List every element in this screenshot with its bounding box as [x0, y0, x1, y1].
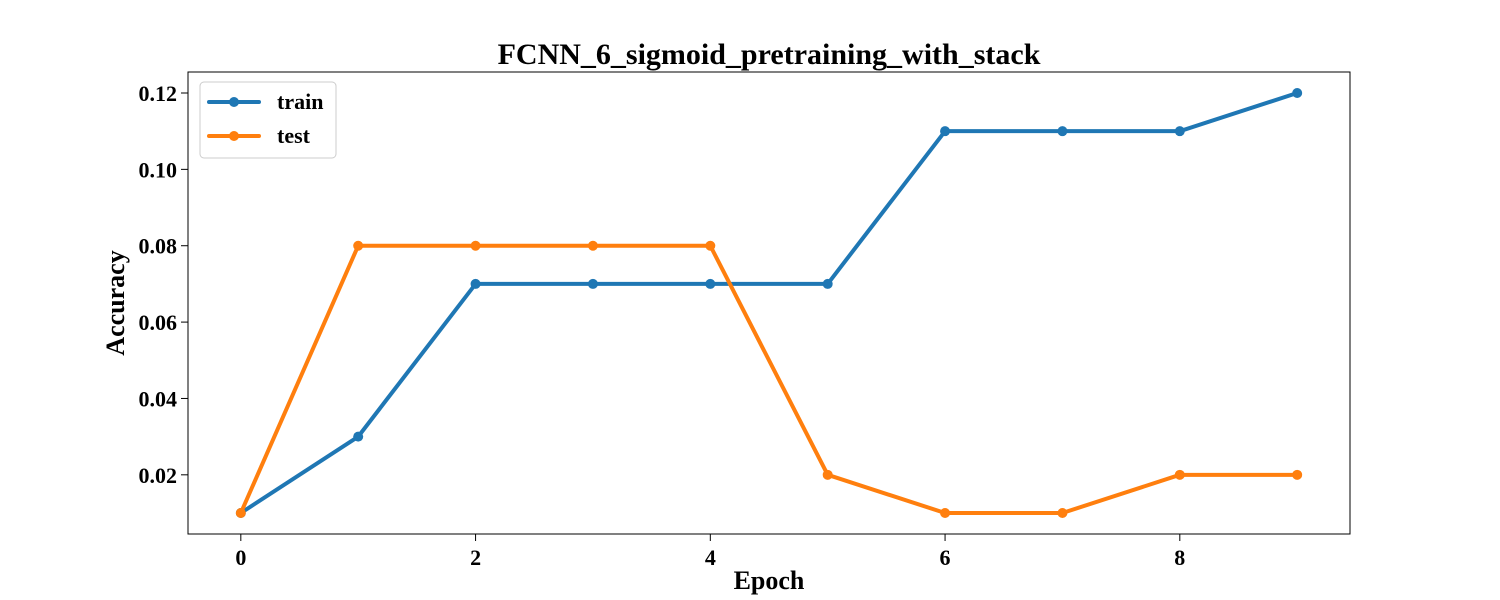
data-point-test	[1292, 469, 1303, 480]
data-point-train	[1174, 126, 1185, 137]
legend-label-test: test	[277, 123, 311, 148]
data-point-test	[822, 469, 833, 480]
legend-marker-train	[229, 97, 239, 107]
x-tick-label: 8	[1174, 545, 1185, 570]
x-tick-label: 4	[705, 545, 716, 570]
data-point-test	[587, 240, 598, 251]
x-tick-label: 6	[940, 545, 951, 570]
x-tick-label: 2	[470, 545, 481, 570]
data-point-test	[1057, 508, 1068, 518]
y-axis-label: Accuracy	[101, 250, 130, 355]
x-tick-label: 0	[235, 545, 246, 570]
series-line-train	[238, 91, 1300, 515]
axes-frame	[187, 71, 1351, 535]
x-axis-label: Epoch	[734, 566, 805, 595]
series-test	[235, 240, 1303, 518]
data-point-train	[470, 278, 481, 289]
y-tick-label: 0.06	[139, 310, 178, 335]
data-point-test	[353, 240, 364, 251]
x-axis-ticks: 0 2 4 6 8	[235, 534, 1185, 570]
data-point-train	[940, 126, 951, 137]
y-axis-ticks: 0.02 0.04 0.06 0.08 0.10 0.12	[139, 81, 188, 488]
legend-marker-test	[229, 131, 239, 141]
legend-label-train: train	[277, 89, 323, 114]
series-train	[235, 88, 1303, 518]
legend-items: train test	[207, 89, 323, 148]
data-point-test	[470, 240, 481, 251]
legend: train test	[199, 81, 337, 159]
plot-area: 0 2 4 6 8 0.02 0.04 0.06 0.08 0.10 0.12	[139, 71, 1351, 570]
data-point-train	[705, 278, 716, 289]
data-point-train	[353, 431, 364, 442]
y-tick-label: 0.04	[139, 386, 178, 411]
chart-title: FCNN_6_sigmoid_pretraining_with_stack	[498, 38, 1041, 71]
data-point-train	[1057, 126, 1068, 137]
y-tick-label: 0.02	[139, 463, 178, 488]
series-line-test	[238, 243, 1300, 515]
data-point-train	[1292, 88, 1303, 98]
y-tick-label: 0.08	[139, 234, 178, 259]
data-point-test	[235, 508, 246, 518]
data-point-test	[705, 240, 716, 251]
y-tick-label: 0.10	[139, 157, 178, 182]
data-point-train	[822, 278, 833, 289]
y-tick-label: 0.12	[139, 81, 178, 106]
data-point-train	[587, 278, 598, 289]
data-point-test	[1174, 469, 1185, 480]
series-layer	[235, 88, 1303, 518]
data-point-test	[940, 508, 951, 518]
